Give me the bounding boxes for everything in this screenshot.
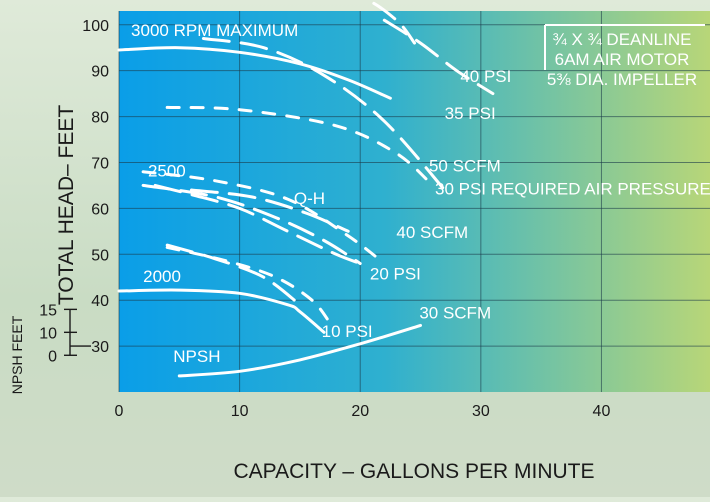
curve-q-h [189, 188, 350, 233]
curve-50-scfm [165, 105, 435, 187]
npsh-tick-label: 0 [48, 348, 57, 365]
y-tick-label: 70 [91, 155, 109, 172]
npsh-axis: 15 10 0 [39, 302, 91, 365]
curve-label-50-scfm: 50 SCFM [429, 157, 501, 176]
x-axis-title: CAPACITY – GALLONS PER MINUTE [234, 460, 595, 483]
curve-label-q-h: Q-H [294, 189, 325, 208]
y-tick-label: 80 [91, 110, 109, 127]
curve-label-2500: 2500 [148, 161, 186, 180]
y-tick-label: 50 [91, 247, 109, 264]
curve-labels: 3000 RPM MAXIMUM 2500 2000 NPSH Q-H 40 PSI 35 … [131, 21, 710, 366]
curve-npsh [177, 323, 422, 378]
curve-20-psi [141, 183, 362, 265]
curve-35-psi [382, 18, 495, 96]
curve-label-10-psi: 10 PSI [322, 322, 373, 341]
curve-label-3000-rpm-maximum: 3000 RPM MAXIMUM [131, 21, 298, 40]
x-tick-label: 30 [472, 403, 490, 420]
x-tick-label: 40 [593, 403, 611, 420]
curve-2500 [153, 183, 362, 265]
y-tick-label: 60 [91, 201, 109, 218]
grid [118, 11, 710, 392]
npsh-tick-label: 15 [39, 302, 57, 319]
curve-40-psi [363, 0, 416, 45]
curve-10-psi [165, 243, 302, 307]
y-tick-label: 40 [91, 293, 109, 310]
curve-label-2000: 2000 [143, 267, 181, 286]
curve-label-30-psi-required-air-pressure: 30 PSI REQUIRED AIR PRESSURE [435, 180, 710, 199]
npsh-axis-title: NPSH FEET [9, 315, 25, 394]
y-axis-title: TOTAL HEAD– FEET [55, 105, 78, 305]
x-tick-labels: 0 10 20 30 40 [115, 403, 611, 420]
curve-30-psi-required-air-pressure [201, 37, 447, 192]
y-tick-label: 30 [91, 339, 109, 356]
x-tick-label: 0 [115, 403, 124, 420]
info-box-line: ¾ X ¾ DEANLINE [553, 30, 692, 49]
info-box-line: 6AM AIR MOTOR [555, 50, 690, 69]
y-tick-label: 100 [82, 18, 109, 35]
curve-label-35-psi: 35 PSI [445, 104, 496, 123]
curve-label-20-psi: 20 PSI [370, 265, 421, 284]
curves [117, 0, 495, 378]
y-tick-label: 90 [91, 64, 109, 81]
y-tick-labels: 30 40 50 60 70 80 90 100 [82, 18, 109, 356]
x-tick-label: 20 [351, 403, 369, 420]
curve-40-scfm [141, 170, 386, 265]
curve-label-30-scfm: 30 SCFM [419, 304, 491, 323]
curve-label-40-scfm: 40 SCFM [396, 223, 468, 242]
x-tick-label: 10 [231, 403, 249, 420]
curve-label-npsh: NPSH [173, 347, 220, 366]
curve-2000 [117, 288, 326, 334]
curve-3000-rpm-maximum [117, 46, 392, 100]
curve-label-40-psi: 40 PSI [460, 67, 511, 86]
info-box-line: 5⅜ DIA. IMPELLER [547, 70, 697, 89]
npsh-tick-label: 10 [39, 325, 57, 342]
